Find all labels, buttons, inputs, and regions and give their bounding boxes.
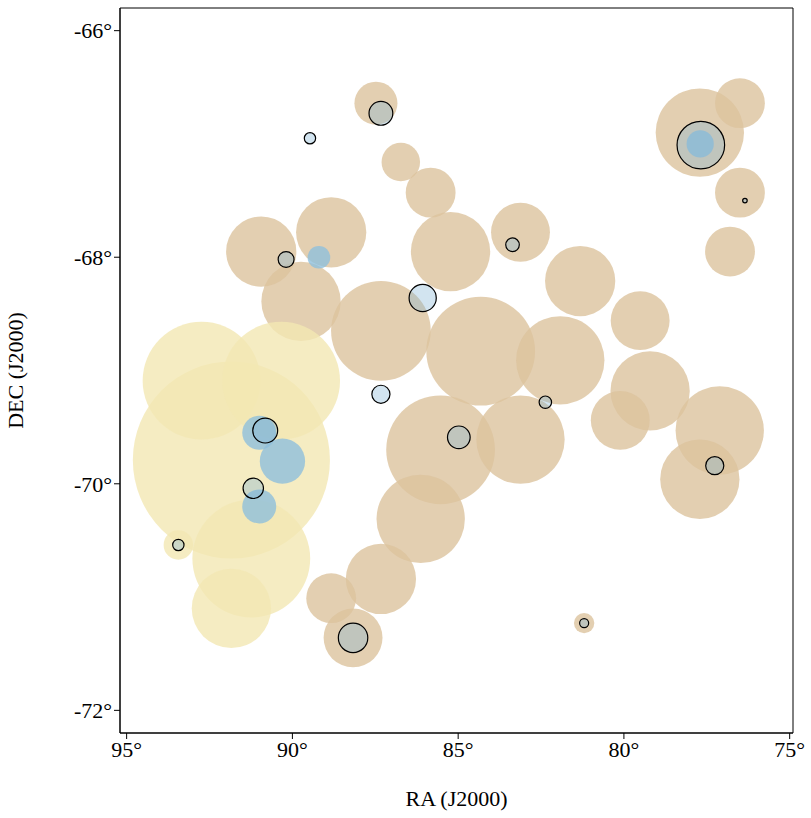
svg-text:95°: 95°: [111, 737, 142, 762]
svg-text:90°: 90°: [277, 737, 308, 762]
svg-text:DEC (J2000): DEC (J2000): [3, 312, 28, 429]
svg-text:85°: 85°: [443, 737, 474, 762]
svg-text:75°: 75°: [774, 737, 805, 762]
svg-text:-68°: -68°: [74, 245, 112, 270]
svg-text:-66°: -66°: [74, 18, 112, 43]
svg-text:80°: 80°: [609, 737, 640, 762]
svg-text:-70°: -70°: [74, 472, 112, 497]
svg-text:RA (J2000): RA (J2000): [405, 786, 507, 811]
svg-text:-72°: -72°: [74, 698, 112, 723]
